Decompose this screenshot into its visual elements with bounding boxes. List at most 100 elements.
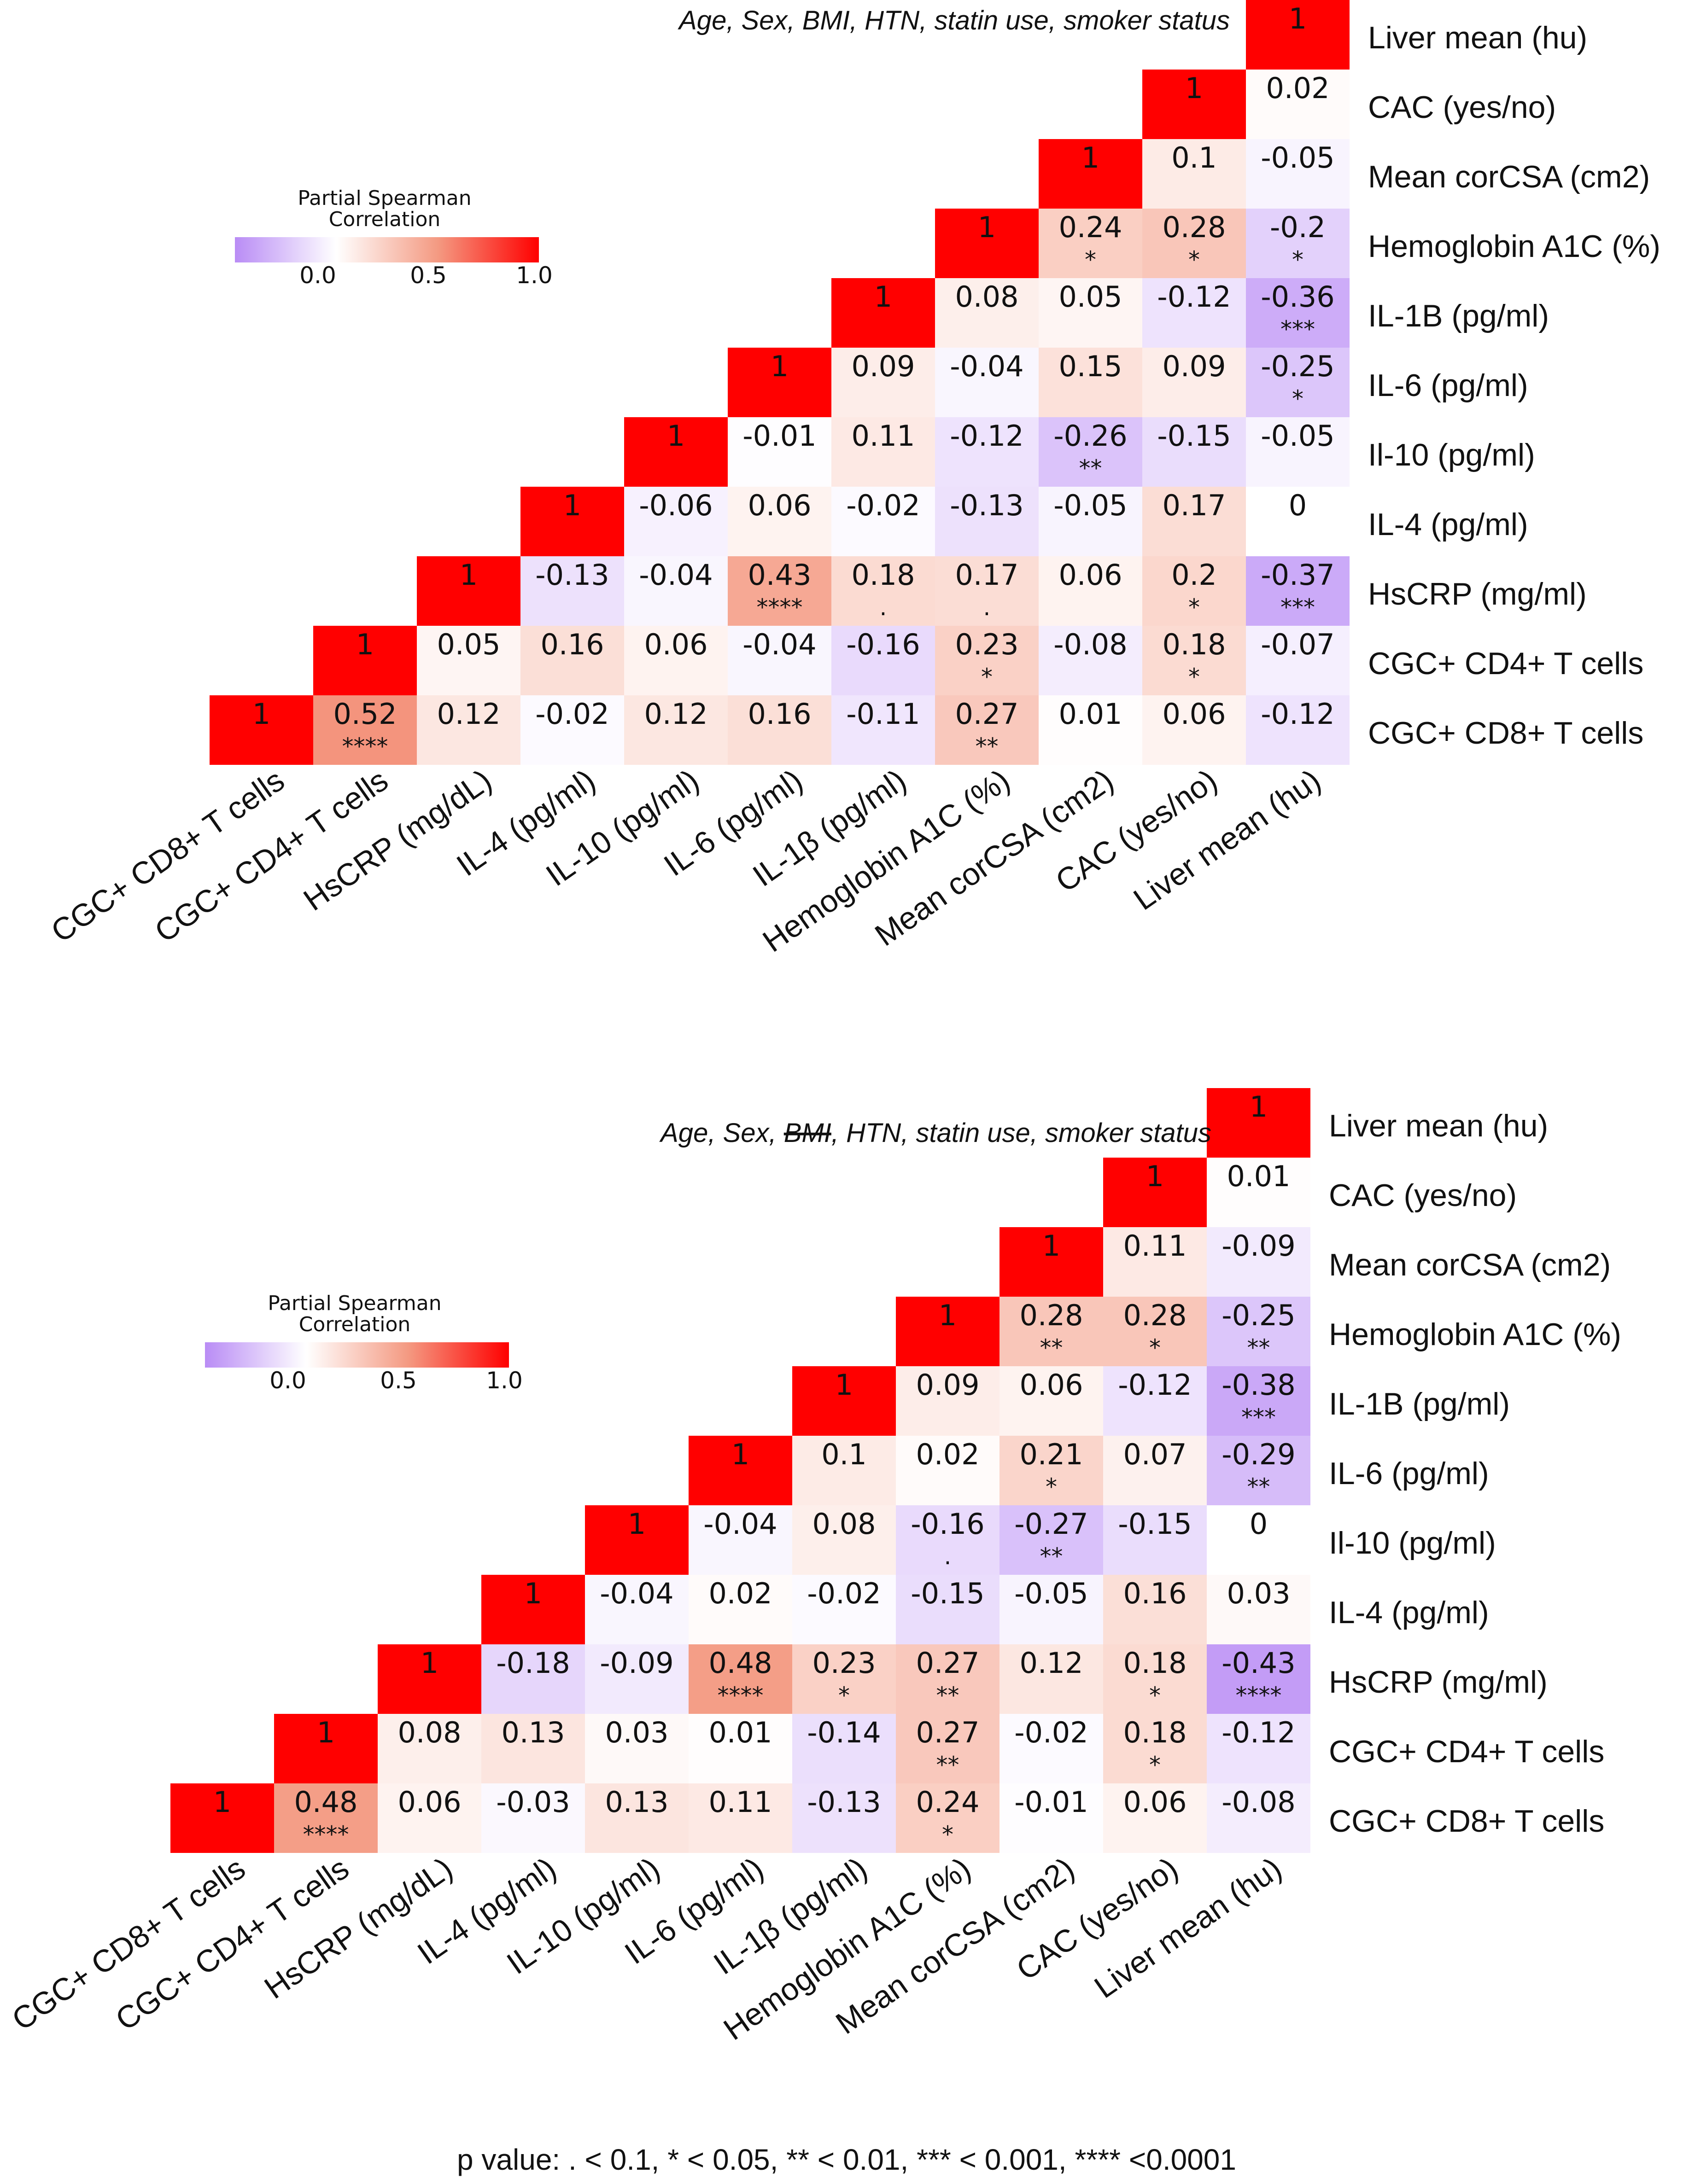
cell-value-label: -0.01 <box>742 419 816 453</box>
legend-tick-label: 0.0 <box>269 1367 306 1394</box>
cell-value-label: 0.06 <box>1123 1785 1186 1819</box>
heatmap-cell <box>1142 487 1246 556</box>
row-label: CGC+ CD8+ T cells <box>1329 1804 1604 1839</box>
heatmap-cell <box>274 1783 378 1853</box>
cell-significance-label: ** <box>1040 1334 1063 1361</box>
row-label: CAC (yes/no) <box>1368 90 1556 125</box>
heatmap-cell <box>896 1366 999 1436</box>
cell-significance-label: * <box>838 1682 850 1709</box>
heatmap-cell <box>1039 626 1142 695</box>
cell-value-label: 1 <box>667 419 685 453</box>
heatmap-cell <box>1207 1714 1310 1783</box>
cell-value-label: 0.13 <box>605 1785 668 1819</box>
heatmap-cell <box>831 556 935 626</box>
heatmap-cell <box>896 1783 999 1853</box>
cell-value-label: 0.12 <box>437 697 500 731</box>
cell-value-label: 1 <box>1081 141 1099 175</box>
heatmap-cell <box>831 695 935 765</box>
heatmap-cell <box>1246 209 1350 278</box>
cell-significance-label: ** <box>1079 455 1102 482</box>
heatmap-cell <box>1207 1783 1310 1853</box>
cell-value-label: -0.13 <box>807 1785 881 1819</box>
cell-significance-label: * <box>1085 246 1096 273</box>
heatmap-cell <box>313 626 417 695</box>
row-label: IL-4 (pg/ml) <box>1368 507 1528 542</box>
cell-value-label: -0.12 <box>1261 697 1334 731</box>
heatmap-cell <box>170 1783 274 1853</box>
cell-significance-label: * <box>942 1821 953 1848</box>
heatmap-cell <box>585 1714 689 1783</box>
heatmap-cell <box>1039 556 1142 626</box>
heatmap-cell <box>624 695 728 765</box>
heatmap-cell <box>481 1714 585 1783</box>
cell-value-label: 0.27 <box>955 697 1018 731</box>
cell-value-label: -0.13 <box>535 558 609 592</box>
cell-value-label: 0.03 <box>605 1716 668 1749</box>
heatmap-cell <box>1039 209 1142 278</box>
cell-value-label: -0.04 <box>703 1507 777 1541</box>
cell-value-label: -0.04 <box>639 558 713 592</box>
heatmap-cell <box>792 1644 896 1714</box>
cell-value-label: 1 <box>628 1507 646 1541</box>
cell-value-label: 0.02 <box>708 1577 772 1610</box>
cell-significance-label: * <box>1046 1473 1057 1500</box>
heatmap-panel-top: 11 0.021 0.1 -0.051 0.24*0.28*-0.2*1 0.08 0.05… <box>45 0 1660 959</box>
row-label: Mean corCSA (cm2) <box>1329 1247 1611 1282</box>
row-label: Mean corCSA (cm2) <box>1368 159 1650 194</box>
heatmap-cell <box>1246 278 1350 348</box>
cell-value-label: 0.02 <box>1266 71 1329 105</box>
cell-value-label: -0.12 <box>1157 280 1231 314</box>
heatmap-cell <box>999 1644 1103 1714</box>
covariates-title: Age, Sex, BMI, HTN, statin use, smoker s… <box>659 1118 1211 1148</box>
cell-significance-label: **** <box>718 1682 764 1709</box>
heatmap-cell <box>728 626 831 695</box>
legend-title: Correlation <box>299 1313 411 1336</box>
cell-value-label: -0.14 <box>807 1716 881 1749</box>
heatmap-cell <box>1103 1436 1207 1505</box>
cell-value-label: -0.15 <box>911 1577 984 1610</box>
row-label: Hemoglobin A1C (%) <box>1368 229 1660 264</box>
heatmap-cell <box>1142 556 1246 626</box>
heatmap-cell <box>792 1436 896 1505</box>
column-label: Liver mean (hu) <box>1088 1851 1288 2005</box>
heatmap-cell <box>792 1714 896 1783</box>
heatmap-cell <box>520 556 624 626</box>
cell-value-label: 0.08 <box>397 1716 461 1749</box>
heatmap-cell <box>1103 1366 1207 1436</box>
cell-significance-label: * <box>1292 385 1303 412</box>
cell-value-label: 1 <box>978 210 996 244</box>
cell-value-label: 0.28 <box>1123 1299 1186 1332</box>
heatmap-panel-bottom: 11 0.011 0.11 -0.091 0.28**0.28*-0.25**1 0.09… <box>6 1088 1621 2047</box>
heatmap-cell <box>1142 278 1246 348</box>
heatmap-cell <box>896 1644 999 1714</box>
legend-title: Partial Spearman <box>298 186 471 210</box>
cell-value-label: 0.09 <box>916 1368 979 1402</box>
legend-tick-label: 0.5 <box>380 1367 417 1394</box>
heatmap-cell <box>1246 417 1350 487</box>
cell-value-label: -0.12 <box>1118 1368 1192 1402</box>
cell-value-label: -0.04 <box>600 1577 673 1610</box>
cell-value-label: 0.15 <box>1058 349 1122 383</box>
heatmap-cell <box>999 1783 1103 1853</box>
cell-value-label: 0.08 <box>812 1507 876 1541</box>
heatmap-cell <box>792 1505 896 1575</box>
heatmap-cell <box>1207 1158 1310 1227</box>
cell-value-label: -0.18 <box>496 1646 570 1680</box>
row-label: HsCRP (mg/ml) <box>1329 1665 1548 1700</box>
cell-significance-label: * <box>1149 1334 1161 1361</box>
cell-value-label: 1 <box>1042 1229 1060 1263</box>
heatmap-cell <box>935 556 1039 626</box>
cell-value-label: -0.02 <box>807 1577 881 1610</box>
cell-value-label: 1 <box>356 628 374 661</box>
cell-value-label: 0.05 <box>1058 280 1122 314</box>
cell-value-label: -0.12 <box>1222 1716 1295 1749</box>
cell-value-label: 0.1 <box>1171 141 1217 175</box>
heatmap-cell <box>728 695 831 765</box>
cell-value-label: 1 <box>1250 1090 1268 1124</box>
heatmap-cell <box>1103 1575 1207 1644</box>
cell-value-label: 0.11 <box>1123 1229 1186 1263</box>
heatmap-cell <box>378 1783 481 1853</box>
cell-value-label: 0.18 <box>1123 1716 1186 1749</box>
heatmap-cell <box>1039 487 1142 556</box>
cell-value-label: 0.28 <box>1019 1299 1083 1332</box>
